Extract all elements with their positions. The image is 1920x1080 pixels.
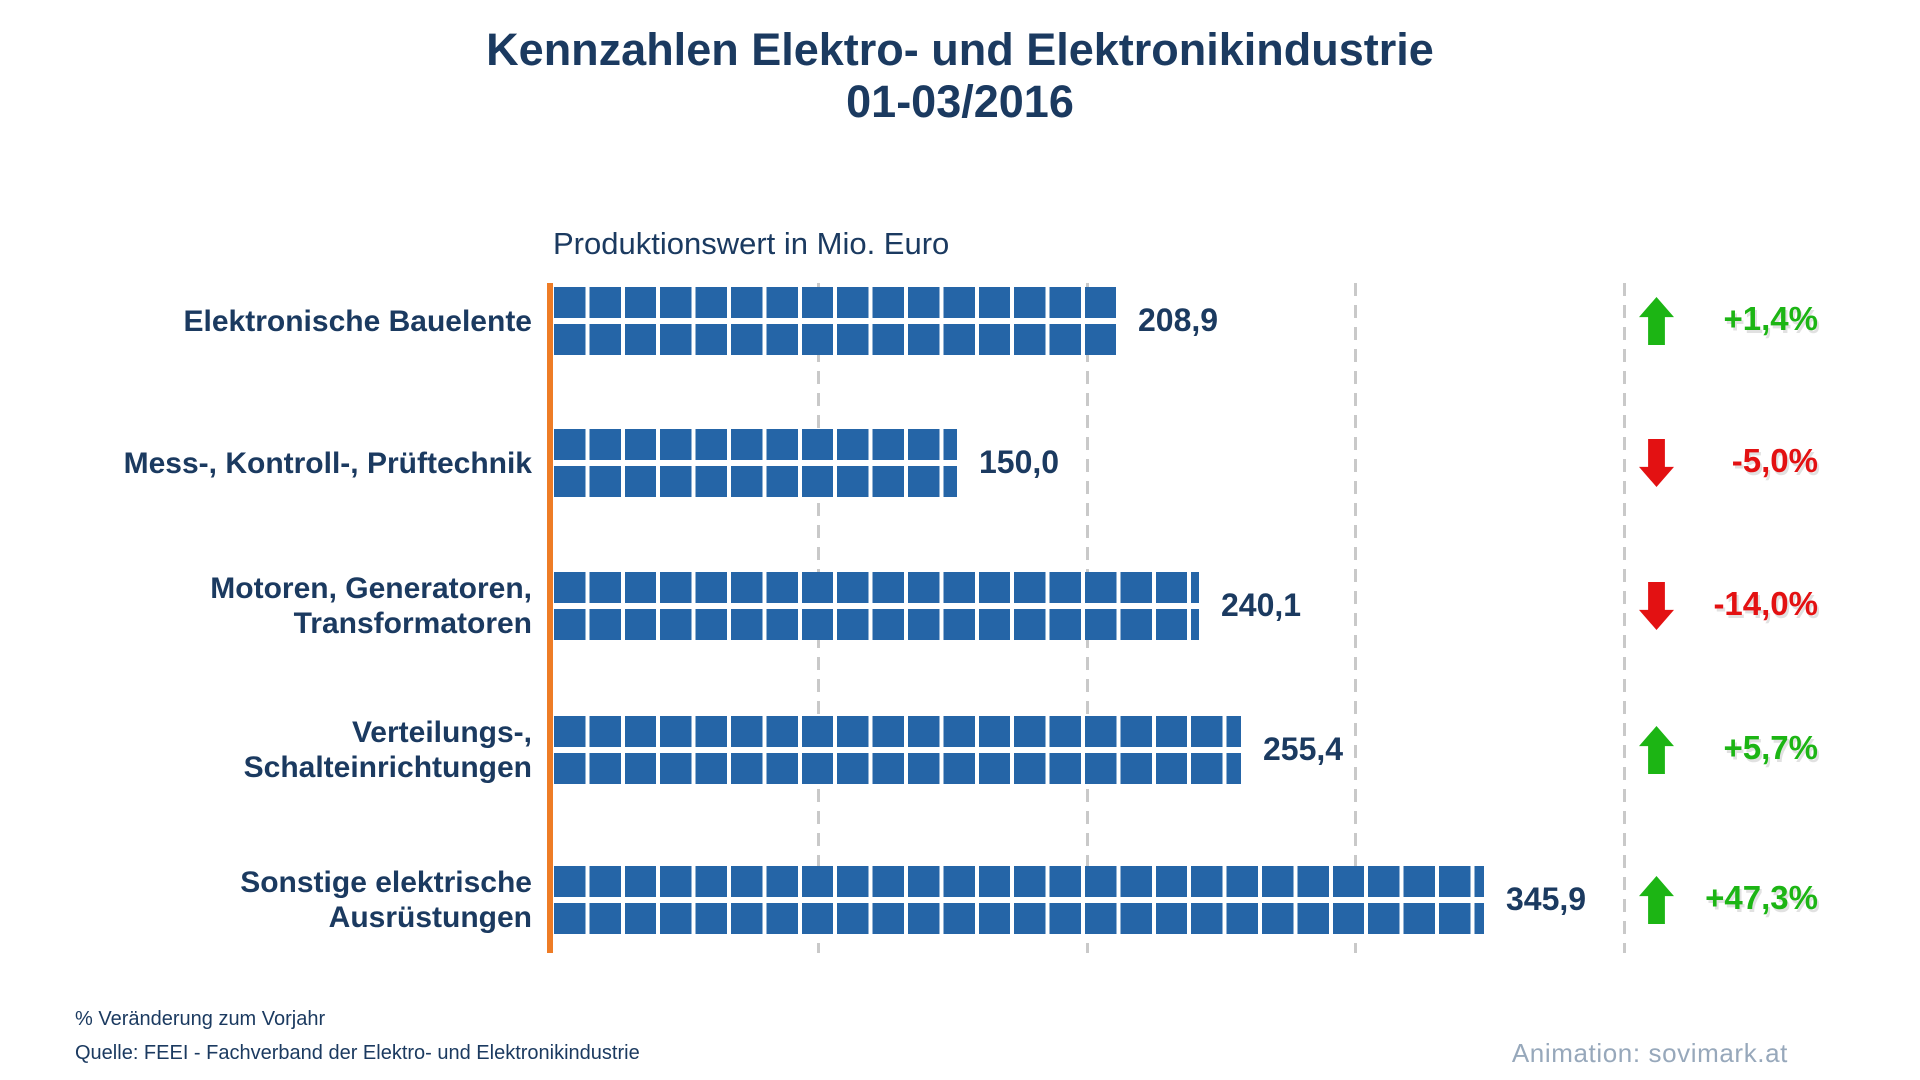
bar-3	[554, 572, 1199, 640]
change-percent-label: -5,0%	[1731, 442, 1818, 479]
value-label: 255,4	[1263, 731, 1344, 767]
category-label-line: Sonstige elektrische	[240, 866, 532, 899]
footnote-source: Quelle: FEEI - Fachverband der Elektro- …	[75, 1042, 640, 1064]
change-percent-label: +1,4%	[1723, 300, 1819, 337]
category-label-line: Verteilungs-,	[351, 716, 532, 749]
bar-1	[554, 287, 1116, 355]
category-label-line: Mess-, Kontroll-, Prüftechnik	[123, 446, 532, 480]
category-label-line: Schalteinrichtungen	[243, 751, 532, 784]
chart-axis-title: Produktionswert in Mio. Euro	[553, 226, 950, 261]
credit-text: Animation: sovimark.at	[1511, 1038, 1788, 1068]
category-label-line: Motoren, Generatoren,	[210, 572, 532, 605]
category-label: Mess-, Kontroll-, Prüftechnik	[50, 446, 532, 481]
category-label: Motoren, Generatoren, Transformatoren	[50, 571, 532, 641]
value-label: 240,1	[1221, 587, 1302, 623]
category-label-line: Elektronische Bauelente	[183, 304, 532, 338]
footnote-change-basis: % Veränderung zum Vorjahr	[75, 1008, 326, 1030]
bar-5	[554, 866, 1484, 934]
zero-axis-line	[547, 283, 553, 953]
category-label: Sonstige elektrische Ausrüstungen	[50, 865, 532, 935]
page-title: Kennzahlen Elektro- und Elektronikindust…	[0, 24, 1920, 128]
bar-4	[554, 716, 1241, 784]
value-label: 208,9	[1138, 302, 1219, 338]
value-label: 345,9	[1506, 881, 1587, 917]
value-label: 150,0	[979, 444, 1060, 480]
change-percent-label: -14,0%	[1713, 585, 1818, 622]
category-label: Elektronische Bauelente	[50, 304, 532, 339]
gridline-300-mio	[1354, 283, 1358, 953]
category-label-line: Transformatoren	[293, 607, 532, 640]
page-title-line2: 01-03/2016	[846, 76, 1074, 128]
page-title-line1: Kennzahlen Elektro- und Elektronikindust…	[486, 24, 1434, 75]
category-label-line: Ausrüstungen	[328, 901, 532, 934]
category-label: Verteilungs-, Schalteinrichtungen	[50, 715, 532, 785]
bar-2	[554, 429, 957, 497]
change-percent-label: +47,3%	[1705, 879, 1818, 916]
gridline-400-mio	[1623, 283, 1627, 953]
change-percent-label: +5,7%	[1723, 729, 1819, 766]
